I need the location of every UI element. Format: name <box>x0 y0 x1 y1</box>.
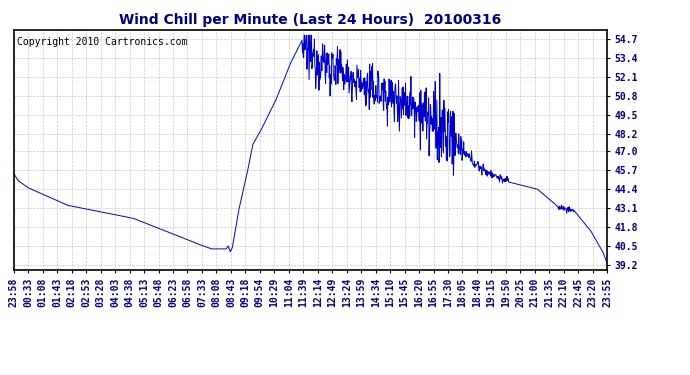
Text: Copyright 2010 Cartronics.com: Copyright 2010 Cartronics.com <box>17 37 187 47</box>
Title: Wind Chill per Minute (Last 24 Hours)  20100316: Wind Chill per Minute (Last 24 Hours) 20… <box>119 13 502 27</box>
